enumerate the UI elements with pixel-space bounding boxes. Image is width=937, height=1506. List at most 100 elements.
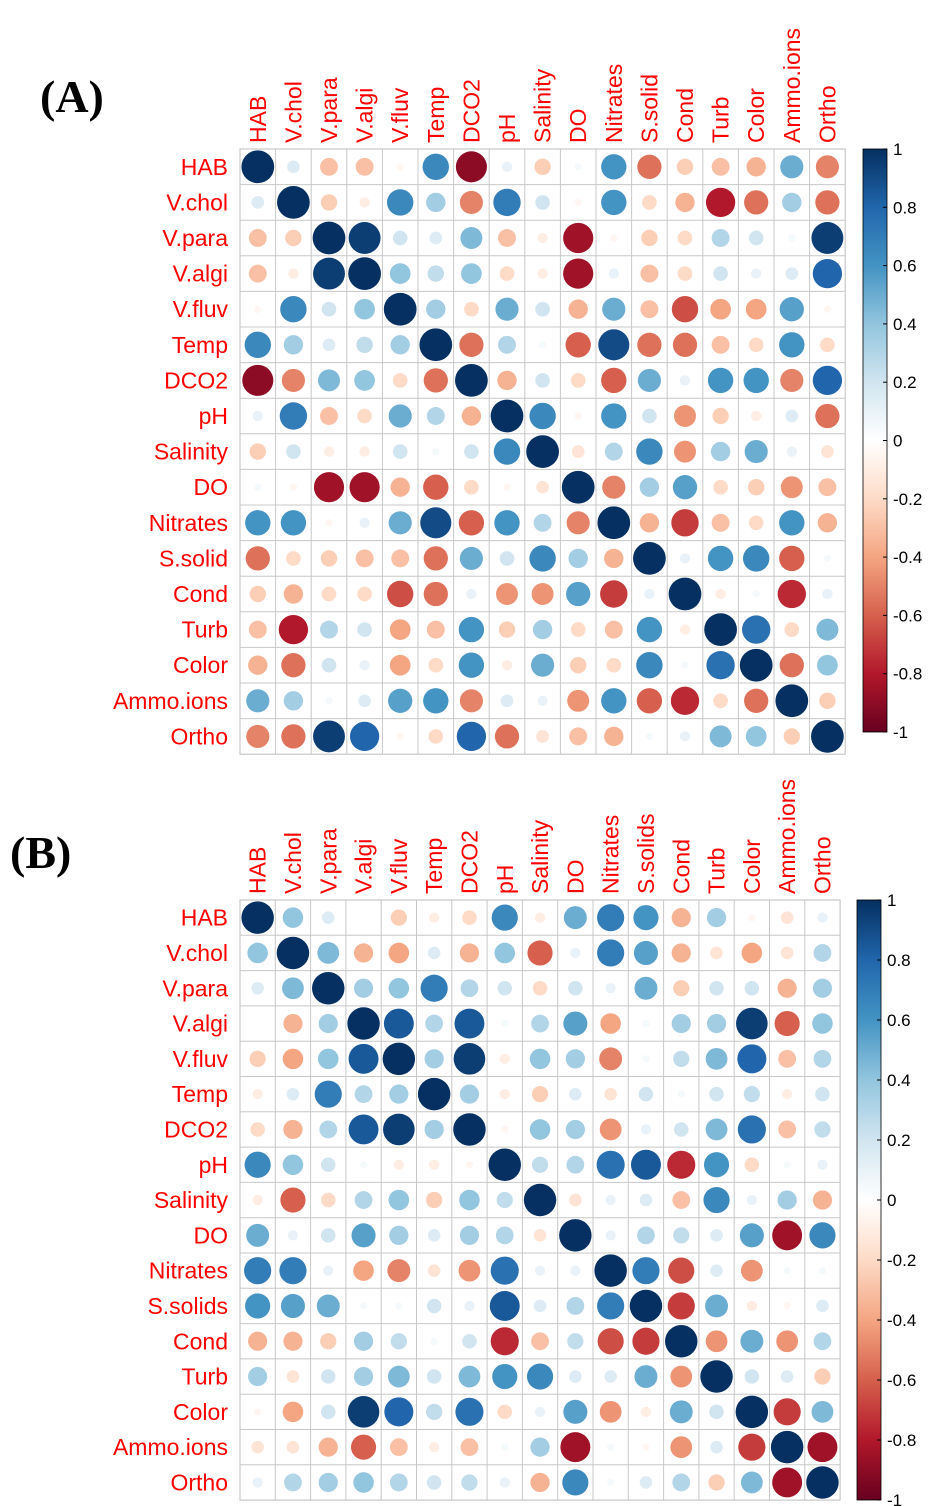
panel-b-cell-s-solids-ph: [489, 1290, 520, 1321]
panel-b-cell-turb-v-para: [320, 1369, 336, 1384]
panel-b-cell-hab-ortho: [817, 912, 828, 923]
panel-a-cell-v-chol-salinity: [535, 195, 550, 210]
panel-a-cell-temp-temp: [419, 328, 453, 362]
panel-b-cell-nitrates-nitrates: [594, 1254, 627, 1287]
panel-a-cell-ortho-s-solid: [645, 732, 654, 741]
panel-a-cell-v-fluv-do: [568, 299, 588, 319]
panel-a-cell-hab-hab: [241, 150, 275, 184]
panel-a-cell-ammo-ions-ammo-ions: [775, 684, 809, 718]
panel-b-cell-ortho-hab: [252, 1477, 263, 1488]
panel-b-row-label-nitrates: Nitrates: [149, 1258, 228, 1284]
panel-b-cell-salinity-v-algi: [354, 1191, 373, 1209]
panel-b-cell-color-v-chol: [282, 1401, 304, 1423]
panel-a-cell-do-turb: [713, 479, 728, 495]
panel-a-row-label-ammo-ions: Ammo.ions: [113, 688, 228, 714]
panel-b-cell-temp-cond: [677, 1090, 685, 1098]
panel-a-col-label-color: Color: [743, 88, 769, 143]
panel-b-cell-v-para-hab: [251, 981, 264, 995]
panel-a-cell-ph-v-para: [320, 407, 338, 425]
panel-b-cell-temp-v-algi: [354, 1085, 373, 1104]
panel-a-cell-s-solid-s-solid: [633, 542, 666, 575]
panel-b-row-labels: HAB V.chol V.para V.algi V.fluv Temp DCO2 pH Sal…: [113, 905, 229, 1496]
panel-b-cell-ammo-ions-color: [738, 1433, 766, 1461]
panel-b-cell-v-chol-v-chol: [276, 936, 310, 970]
panel-b-cell-ammo-ions-ortho: [807, 1432, 838, 1463]
panel-a-cell-do-ortho: [818, 478, 837, 497]
panel-b-colorbar-tick-label: -0.6: [887, 1371, 916, 1390]
panel-a-cell-dco2-cond: [679, 375, 691, 386]
panel-a-cell-nitrates-salinity: [533, 513, 552, 532]
panel-a-cell-v-para-cond: [677, 230, 693, 246]
panel-a-cell-nitrates-ortho: [817, 513, 838, 533]
panel-a-cell-v-para-s-solid: [641, 229, 658, 247]
panel-b-cell-v-algi-do: [563, 1011, 588, 1036]
panel-a-cell-v-fluv-hab: [254, 305, 262, 313]
panel-a-cell-ortho-ph: [494, 724, 520, 749]
panel-a-cell-temp-v-fluv: [390, 335, 410, 355]
panel-a-cell-dco2-ortho: [812, 365, 843, 396]
panel-a-cell-v-chol-do: [574, 198, 582, 207]
panel-a-cell-do-cond: [672, 475, 698, 500]
panel-a-cell-temp-ortho: [820, 337, 835, 353]
panel-b-cell-ph-ph: [488, 1148, 521, 1181]
panel-b-cell-salinity-color: [746, 1194, 757, 1206]
panel-a-cell-v-fluv-v-algi: [354, 298, 375, 320]
panel-a-colorbar-tick-label: -0.4: [893, 548, 922, 567]
panel-a-cell-ortho-v-fluv: [396, 732, 404, 741]
panel-a-cell-ammo-ions-v-para: [325, 697, 333, 705]
panel-a-cell-dco2-v-algi: [354, 370, 375, 391]
panel-b-cell-v-chol-ph: [494, 942, 516, 964]
panel-a-cell-cond-ph: [496, 583, 518, 605]
panel-a-row-labels: HAB V.chol V.para V.algi V.fluv Temp DCO2 pH Sal…: [113, 154, 229, 750]
panel-a-cell-temp-dco2: [459, 332, 484, 357]
panel-b-cell-v-para-ammo-ions: [777, 978, 797, 998]
panel-a-colorbar-tick-label: 0.8: [893, 198, 917, 217]
panel-b-cell-turb-do: [569, 1370, 582, 1383]
panel-b-cell-v-chol-v-fluv: [388, 942, 410, 964]
panel-a-cell-dco2-temp: [423, 368, 448, 393]
panel-b-cell-nitrates-v-algi: [353, 1260, 374, 1281]
panel-a-cell-ph-temp: [426, 407, 445, 425]
panel-b-cell-do-v-chol: [287, 1230, 299, 1241]
panel-b-cell-turb-v-fluv: [387, 1365, 410, 1388]
panel-b-cell-dco2-hab: [250, 1122, 265, 1137]
panel-b-cell-turb-s-solids: [634, 1365, 658, 1389]
panel-a-cell-v-fluv-s-solid: [640, 300, 659, 319]
panel-a-cell-color-ortho: [817, 654, 838, 676]
panel-b-cell-salinity-turb: [703, 1186, 730, 1214]
panel-b-cell-ortho-do: [562, 1469, 589, 1496]
panel-a-cell-v-chol-s-solid: [642, 195, 657, 210]
panel-a-cell-salinity-ortho: [821, 445, 834, 458]
panel-b: (B) HAB V.chol V.para V.algi V.fluv Temp DCO2 p…: [10, 779, 916, 1506]
panel-b-col-label-v-algi: V.algi: [351, 839, 377, 894]
panel-b-cell-ortho-dco2: [461, 1474, 478, 1491]
panel-b-cell-cond-v-para: [320, 1333, 337, 1350]
panel-b-cell-v-para-temp: [420, 974, 448, 1002]
panel-b-cell-dco2-v-chol: [283, 1119, 303, 1140]
panel-b-cell-v-algi-v-fluv: [383, 1008, 414, 1039]
panel-a-cell-do-salinity: [536, 480, 549, 494]
panel-a-cell-ph-turb: [712, 407, 729, 425]
panel-b-cell-dco2-dco2: [453, 1113, 486, 1146]
panel-a-cell-salinity-ph: [493, 438, 521, 465]
panel-a-row-label-v-fluv: V.fluv: [173, 296, 229, 322]
panel-b-cell-v-chol-color: [741, 942, 763, 964]
panel-a-cell-ammo-ions-s-solid: [636, 688, 663, 714]
panel-a-row-label-do: DO: [194, 474, 229, 500]
panel-b-colorbar-tick-label: -1: [887, 1491, 902, 1506]
panel-b-cell-do-salinity: [533, 1229, 547, 1242]
panel-a-cell-ortho-salinity: [536, 730, 549, 743]
panel-a-cell-ammo-ions-color: [744, 688, 769, 713]
panel-a-row-label-ph: pH: [199, 403, 228, 429]
panel-a-cell-v-para-ph: [498, 229, 516, 247]
panel-a-cell-hab-ammo-ions: [780, 155, 804, 179]
panel-b-cell-v-chol-do: [570, 947, 581, 959]
panel-a-cell-ammo-ions-do: [567, 689, 590, 712]
panel-b-cell-nitrates-cond: [668, 1257, 695, 1284]
panel-b-row-label-temp: Temp: [172, 1081, 228, 1107]
panel-a-row-label-turb: Turb: [182, 617, 228, 643]
panel-b-cell-nitrates-v-fluv: [387, 1259, 411, 1283]
panel-b-cell-v-algi-hab: [256, 1022, 259, 1025]
panel-a-cell-v-algi-cond: [677, 266, 693, 281]
panel-a-cell-ph-v-chol: [279, 402, 308, 430]
